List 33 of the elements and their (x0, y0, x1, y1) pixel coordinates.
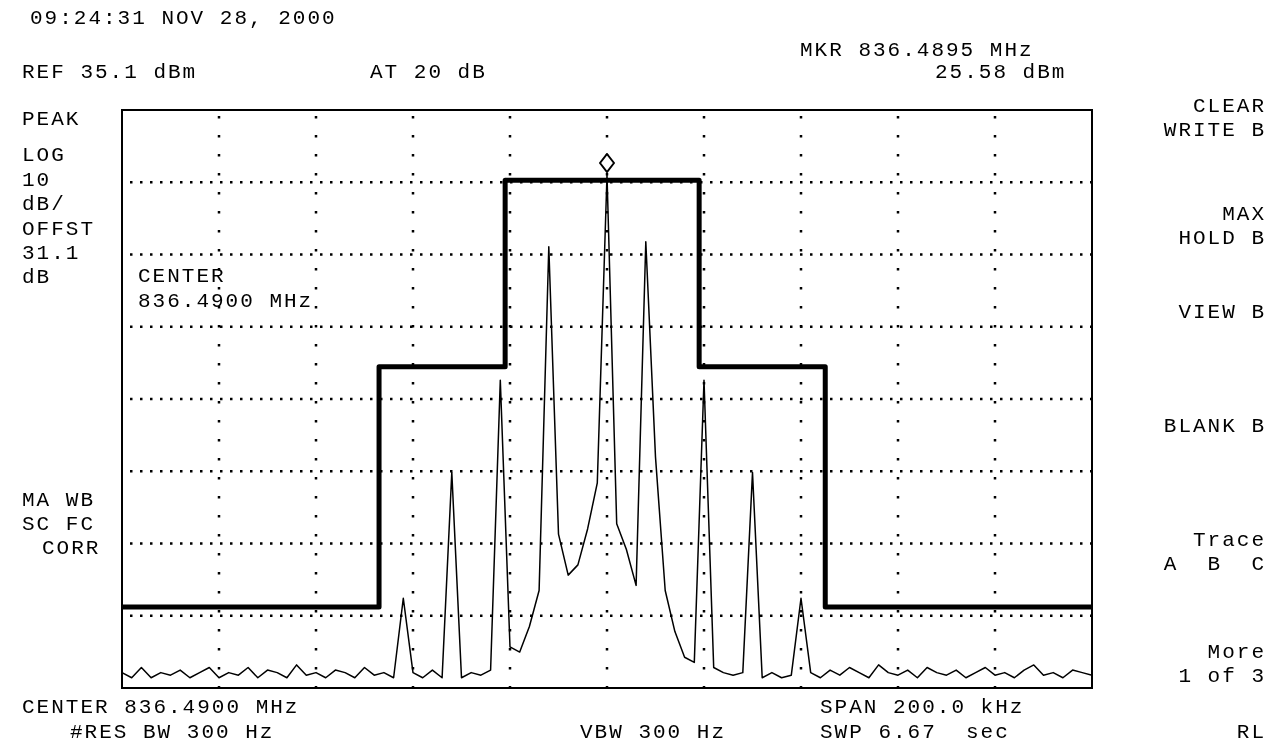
text: VBW 300 Hz (580, 721, 727, 744)
text: 10 (22, 169, 52, 192)
text: 31.1 (22, 242, 81, 265)
chart-title: 09:24:31 NOV 28, 2000 (30, 7, 337, 30)
text: SWP 6.67 sec (820, 721, 1010, 744)
annotation: 836.4900 MHz (138, 290, 314, 313)
text: LOG (22, 144, 66, 167)
text: RL (1236, 721, 1266, 744)
text: CENTER 836.4900 MHz (22, 696, 300, 719)
text: CORR (42, 537, 101, 560)
text: Trace (1192, 529, 1266, 552)
text: MKR 836.4895 MHz (800, 39, 1034, 62)
text: AT 20 dB (370, 61, 487, 84)
text: WRITE B (1163, 119, 1266, 142)
text: REF 35.1 dBm (22, 61, 198, 84)
text: OFFST (22, 218, 96, 241)
text: PEAK (22, 108, 81, 131)
text: MAX (1222, 203, 1266, 226)
text: 25.58 dBm (935, 61, 1067, 84)
text: 1 of 3 (1178, 665, 1266, 688)
text: HOLD B (1178, 227, 1266, 250)
text: More (1207, 641, 1266, 664)
text: BLANK B (1163, 415, 1266, 438)
text: MA WB (22, 489, 96, 512)
text: dB (22, 266, 52, 289)
text: dB/ (22, 193, 66, 216)
text: #RES BW 300 Hz (70, 721, 275, 744)
text: CLEAR (1192, 95, 1266, 118)
text: A B C (1163, 553, 1266, 576)
text: SC FC (22, 513, 96, 536)
text: SPAN 200.0 kHz (820, 696, 1025, 719)
annotation: CENTER (138, 265, 226, 288)
text: VIEW B (1178, 301, 1266, 324)
